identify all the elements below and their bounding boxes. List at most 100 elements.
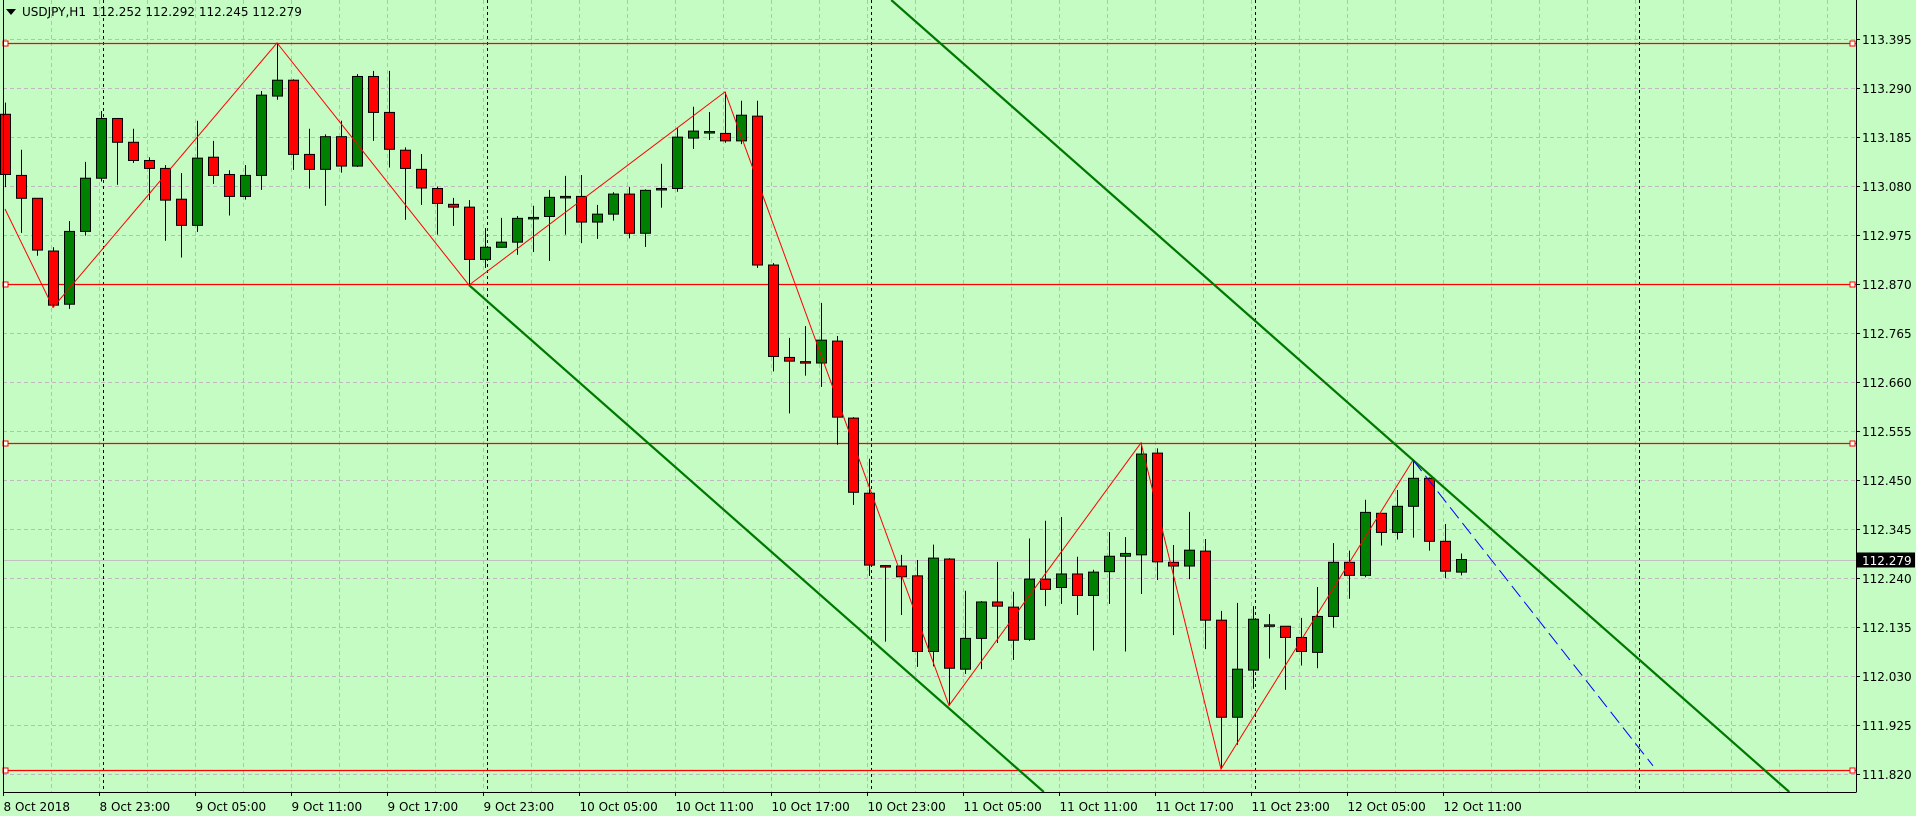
candle [432, 186, 443, 235]
bear-candle-body [832, 340, 843, 418]
bear-candle-body [432, 187, 443, 204]
candle [1424, 477, 1435, 551]
bull-candle-body [976, 601, 987, 639]
bull-candle-body [608, 193, 619, 215]
y-tick-label: 112.135 [1862, 621, 1912, 635]
chart-header: USDJPY,H1 112.252 112.292 112.245 112.27… [6, 5, 302, 19]
channel-trend-line[interactable] [468, 284, 1045, 792]
bull-candle-body [592, 213, 603, 223]
trend-lines[interactable] [4, 0, 1791, 792]
triangle-down-icon[interactable] [6, 9, 16, 15]
axes: 113.395 113.290 113.185 113.080 112.975 112.8… [3, 0, 1915, 814]
candle [1232, 602, 1243, 745]
candle [208, 140, 219, 184]
bear-candle-body [0, 113, 11, 175]
candle [160, 165, 171, 241]
candle [560, 175, 571, 235]
bear-candle-body [176, 198, 187, 226]
bull-candle-body [1408, 477, 1419, 507]
candle [384, 70, 395, 168]
bear-candle-body [912, 575, 923, 652]
bull-candle-body [256, 94, 267, 176]
level-anchor-right[interactable] [1849, 281, 1856, 288]
candle [1120, 537, 1131, 652]
bear-candle-body [448, 203, 459, 208]
candle [1200, 538, 1211, 650]
header-ohlc: 112.252 112.292 112.245 112.279 [91, 5, 302, 19]
candle [448, 197, 459, 226]
candle [608, 192, 619, 221]
candle [368, 70, 379, 141]
level-anchor-right[interactable] [1849, 40, 1856, 47]
bear-candle-body [1200, 550, 1211, 621]
candle [1184, 511, 1195, 580]
candle [880, 565, 891, 642]
candle [288, 79, 299, 170]
candle [528, 205, 539, 252]
bear-candle-body [48, 250, 59, 306]
candle [1216, 610, 1227, 770]
candle [304, 128, 315, 189]
level-anchor-right[interactable] [1849, 440, 1856, 447]
bear-candle-body [288, 79, 299, 155]
candle [1456, 553, 1467, 576]
x-tick-label: 9 Oct 05:00 [196, 800, 267, 814]
bear-candle-body [720, 132, 731, 142]
x-tick-label: 11 Oct 17:00 [1156, 800, 1234, 814]
bull-candle-body [1184, 549, 1195, 567]
candle [1392, 489, 1403, 540]
bull-candle-body [352, 75, 363, 167]
projection-dashed-line[interactable] [1412, 459, 1654, 767]
bull-candle-body [96, 117, 107, 179]
y-tick-label: 111.820 [1862, 768, 1912, 782]
current-price-box [1857, 552, 1915, 568]
channel-trend-line[interactable] [890, 0, 1791, 792]
bull-candle-body [1232, 668, 1243, 718]
candle [624, 187, 635, 239]
bear-candle-body [992, 601, 1003, 607]
bull-candle-body [1104, 555, 1115, 573]
candle [1136, 442, 1147, 595]
candle [1248, 606, 1259, 689]
bear-candle-body [624, 193, 635, 234]
candles [0, 42, 1467, 770]
candle [64, 221, 75, 309]
candle [240, 165, 251, 200]
bear-candle-body [128, 141, 139, 161]
candle [1376, 512, 1387, 546]
bear-candle-body [1168, 561, 1179, 567]
bull-candle-body [1136, 453, 1147, 556]
bull-candle-body [560, 195, 571, 199]
bull-candle-body [1088, 571, 1099, 596]
y-tick-label: 112.975 [1862, 229, 1912, 243]
bear-candle-body [368, 75, 379, 113]
bear-candle-body [1264, 624, 1275, 627]
candle [48, 247, 59, 308]
x-tick-label: 8 Oct 23:00 [100, 800, 171, 814]
candle [112, 117, 123, 185]
candle [864, 458, 875, 576]
candle [1264, 614, 1275, 659]
current-price-label: 112.279 [1857, 552, 1915, 568]
horizontal-levels[interactable] [2, 40, 1856, 774]
y-tick-label: 112.345 [1862, 523, 1912, 537]
candle [816, 302, 827, 387]
candle [496, 217, 507, 248]
bull-candle-body [480, 246, 491, 260]
zigzag-line[interactable] [4, 42, 1414, 771]
bear-candle-body [304, 153, 315, 170]
bull-candle-body [1120, 552, 1131, 557]
bull-candle-body [64, 230, 75, 305]
bear-candle-body [1424, 477, 1435, 542]
candle [944, 558, 955, 706]
candle [672, 128, 683, 192]
bear-candle-body [208, 156, 219, 176]
candle [704, 111, 715, 140]
bear-candle-body [1440, 540, 1451, 572]
bear-candle-body [880, 565, 891, 568]
bull-candle-body [816, 339, 827, 364]
candle [656, 163, 667, 208]
level-anchor-right[interactable] [1849, 767, 1856, 774]
bear-candle-body [1296, 636, 1307, 652]
